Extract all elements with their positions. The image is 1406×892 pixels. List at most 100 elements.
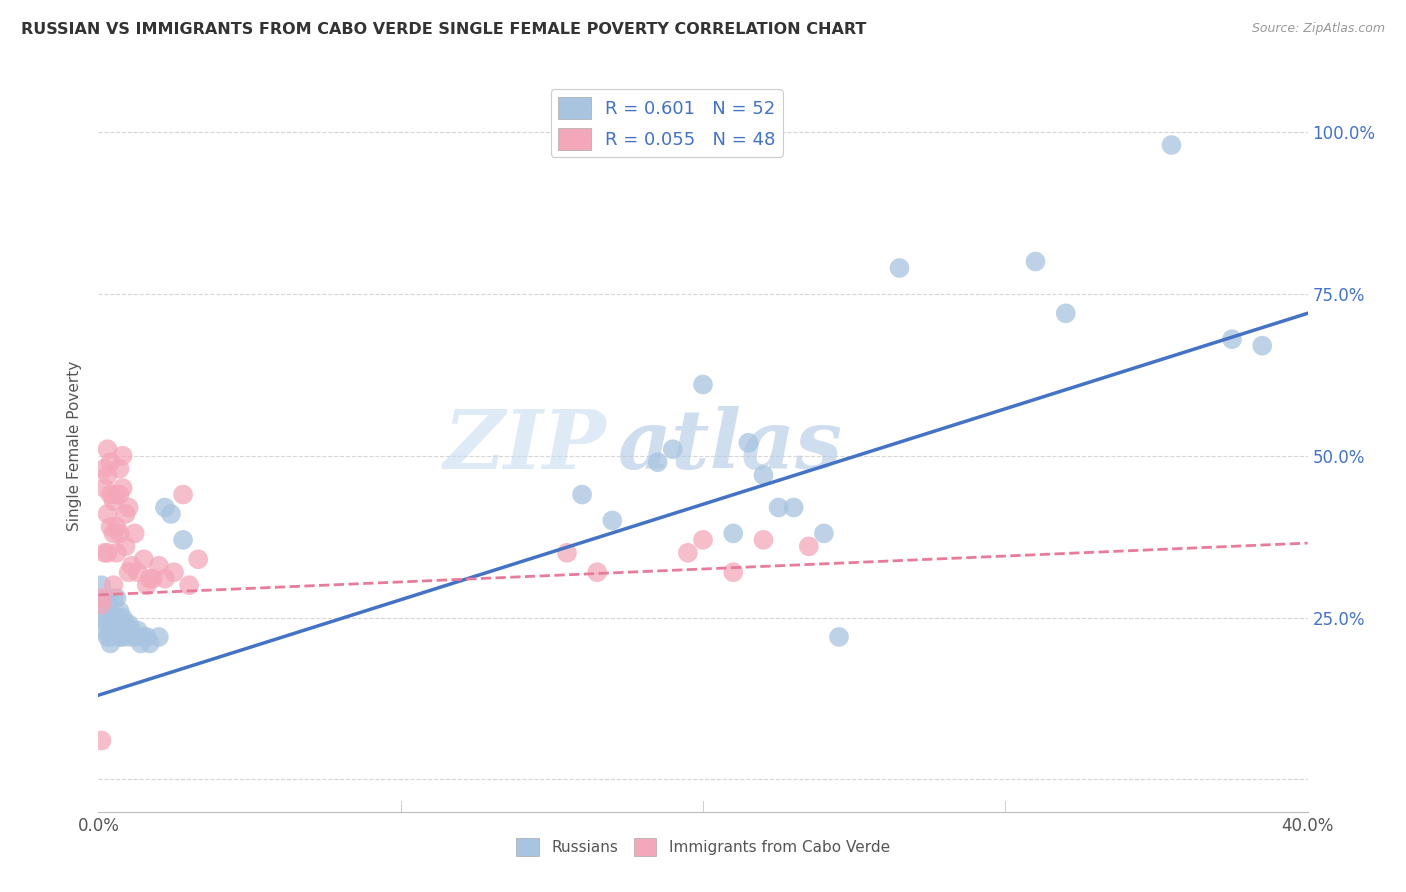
Point <box>889 260 911 275</box>
Point <box>111 630 134 644</box>
Point <box>139 572 162 586</box>
Point <box>172 487 194 501</box>
Point <box>121 558 143 573</box>
Point <box>676 546 699 560</box>
Point <box>100 487 122 501</box>
Point <box>160 507 183 521</box>
Point <box>105 546 128 560</box>
Point <box>105 487 128 501</box>
Point <box>118 566 141 580</box>
Point <box>108 526 131 541</box>
Point <box>813 526 835 541</box>
Point <box>90 578 112 592</box>
Point <box>103 578 125 592</box>
Point <box>1251 339 1274 353</box>
Point <box>737 435 759 450</box>
Point <box>96 630 118 644</box>
Point <box>108 461 131 475</box>
Text: ZIP: ZIP <box>444 406 606 486</box>
Point <box>90 733 112 747</box>
Point <box>90 598 112 612</box>
Point <box>692 533 714 547</box>
Point <box>127 624 149 638</box>
Point <box>132 552 155 566</box>
Point <box>148 558 170 573</box>
Point <box>187 552 209 566</box>
Point <box>797 539 820 553</box>
Point <box>108 630 131 644</box>
Point <box>124 630 146 644</box>
Point <box>100 520 122 534</box>
Point <box>96 468 118 483</box>
Point <box>179 578 201 592</box>
Point <box>111 481 134 495</box>
Point <box>783 500 806 515</box>
Point <box>1220 332 1243 346</box>
Legend: Russians, Immigrants from Cabo Verde: Russians, Immigrants from Cabo Verde <box>510 831 896 863</box>
Point <box>1054 306 1077 320</box>
Point <box>103 624 125 638</box>
Point <box>118 617 141 632</box>
Point <box>723 566 745 580</box>
Point <box>121 624 143 638</box>
Point <box>114 507 136 521</box>
Point <box>103 610 125 624</box>
Point <box>105 520 128 534</box>
Point <box>93 624 115 638</box>
Point <box>90 591 112 606</box>
Point <box>132 630 155 644</box>
Text: Source: ZipAtlas.com: Source: ZipAtlas.com <box>1251 22 1385 36</box>
Point <box>93 610 115 624</box>
Point <box>647 455 669 469</box>
Point <box>768 500 790 515</box>
Point <box>111 610 134 624</box>
Point <box>662 442 685 457</box>
Point <box>114 539 136 553</box>
Text: atlas: atlas <box>619 406 844 486</box>
Point <box>103 494 125 508</box>
Point <box>118 500 141 515</box>
Point <box>111 449 134 463</box>
Point <box>96 617 118 632</box>
Point <box>127 566 149 580</box>
Point <box>93 546 115 560</box>
Point <box>828 630 851 644</box>
Point <box>602 513 624 527</box>
Point <box>124 526 146 541</box>
Point <box>103 591 125 606</box>
Point <box>142 572 165 586</box>
Point <box>100 610 122 624</box>
Point <box>93 461 115 475</box>
Point <box>153 572 176 586</box>
Point <box>108 487 131 501</box>
Point <box>105 610 128 624</box>
Point <box>90 604 112 618</box>
Point <box>752 468 775 483</box>
Point <box>108 604 131 618</box>
Point <box>163 566 186 580</box>
Point <box>96 546 118 560</box>
Point <box>114 617 136 632</box>
Point <box>96 507 118 521</box>
Text: RUSSIAN VS IMMIGRANTS FROM CABO VERDE SINGLE FEMALE POVERTY CORRELATION CHART: RUSSIAN VS IMMIGRANTS FROM CABO VERDE SI… <box>21 22 866 37</box>
Point <box>96 442 118 457</box>
Point <box>752 533 775 547</box>
Point <box>586 566 609 580</box>
Point <box>100 630 122 644</box>
Point <box>139 636 162 650</box>
Point <box>148 630 170 644</box>
Y-axis label: Single Female Poverty: Single Female Poverty <box>67 361 83 531</box>
Point <box>100 636 122 650</box>
Point <box>1024 254 1046 268</box>
Point <box>118 630 141 644</box>
Point <box>100 455 122 469</box>
Point <box>103 526 125 541</box>
Point <box>723 526 745 541</box>
Point <box>93 481 115 495</box>
Point <box>571 487 593 501</box>
Point <box>129 636 152 650</box>
Point <box>135 630 157 644</box>
Point <box>1160 138 1182 153</box>
Point <box>172 533 194 547</box>
Point <box>105 591 128 606</box>
